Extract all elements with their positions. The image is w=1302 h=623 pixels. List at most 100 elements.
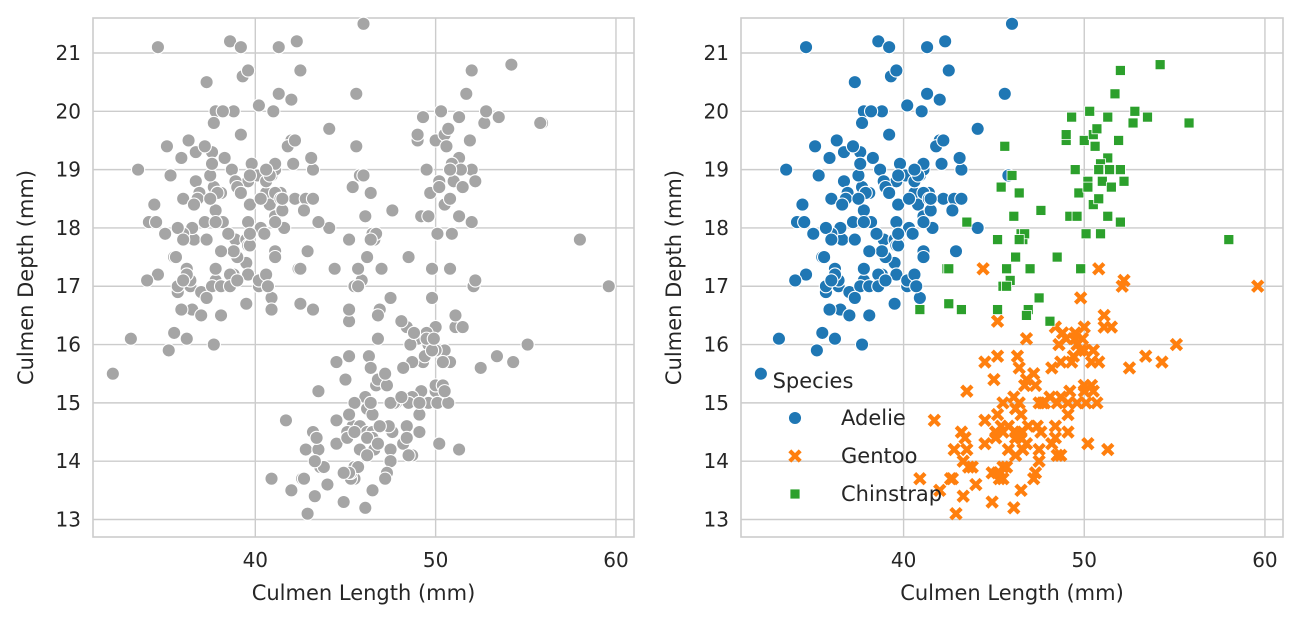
data-point-adelie (829, 133, 844, 148)
data-point-gentoo (1061, 425, 1075, 439)
data-point-adelie (952, 150, 967, 166)
data-point-gentoo (1019, 332, 1034, 346)
data-point-all (157, 226, 173, 241)
data-point-adelie (753, 366, 769, 381)
data-point-gentoo (1014, 407, 1028, 422)
data-point-gentoo (1081, 437, 1095, 451)
data-point-gentoo (1048, 431, 1063, 445)
data-point-gentoo (1008, 431, 1023, 445)
data-point-chinstrap (1223, 234, 1235, 245)
data-point-gentoo (1117, 273, 1131, 288)
data-point-chinstrap (1013, 187, 1025, 199)
data-point-all (289, 34, 304, 49)
data-point-all (130, 162, 146, 177)
data-point-all (267, 249, 283, 265)
data-point-adelie (827, 331, 843, 346)
data-point-all (208, 261, 223, 276)
data-point-adelie (874, 244, 890, 259)
data-point-all (473, 360, 488, 376)
data-point-all (433, 104, 449, 119)
data-point-adelie (856, 261, 872, 276)
data-point-all (148, 214, 164, 230)
data-point-gentoo (1007, 501, 1021, 515)
data-point-chinstrap (956, 304, 967, 315)
data-point-all (336, 494, 351, 510)
y-tick-label: 14 (704, 449, 729, 473)
data-point-all (199, 232, 214, 247)
data-point-chinstrap (1113, 135, 1124, 146)
data-point-all (442, 162, 458, 177)
x-tick-label: 60 (1252, 548, 1277, 572)
x-tick-label: 60 (603, 548, 628, 572)
data-point-gentoo (1169, 337, 1184, 352)
data-point-gentoo (1032, 442, 1046, 457)
data-point-chinstrap (992, 304, 1003, 315)
legend-marker-adelie (787, 410, 803, 426)
data-point-chinstrap (1093, 193, 1105, 205)
data-point-gentoo (1063, 384, 1077, 398)
y-tick-label: 15 (56, 391, 81, 415)
data-point-gentoo (985, 495, 999, 509)
data-point-all (226, 244, 241, 259)
data-point-all (163, 168, 178, 183)
data-point-adelie (816, 249, 832, 265)
data-point-all (489, 349, 505, 364)
data-point-all (271, 40, 286, 55)
data-point-all (379, 378, 395, 393)
legend-marker-chinstrap (789, 488, 801, 500)
data-point-chinstrap (1006, 170, 1018, 181)
data-point-adelie (905, 226, 920, 241)
data-point-gentoo (990, 349, 1005, 363)
data-point-all (477, 115, 492, 131)
y-tick-label: 21 (56, 41, 81, 65)
data-point-gentoo (1008, 448, 1023, 463)
y-tick-label: 18 (56, 216, 81, 240)
data-point-all (174, 302, 189, 317)
data-point-adelie (891, 168, 906, 183)
data-point-all (322, 121, 337, 136)
data-point-chinstrap (999, 140, 1011, 152)
data-point-gentoo (960, 442, 974, 457)
data-point-all (421, 209, 436, 224)
data-point-all (307, 489, 322, 504)
data-point-gentoo (1073, 343, 1088, 358)
data-point-adelie (936, 133, 951, 148)
data-point-adelie (853, 156, 868, 171)
data-point-adelie (863, 104, 879, 119)
data-point-all (412, 395, 427, 411)
data-point-all (338, 372, 353, 387)
data-point-all (396, 360, 411, 376)
x-tick-label: 40 (891, 548, 916, 572)
data-point-all (356, 168, 371, 183)
data-point-all (504, 57, 519, 72)
data-point-adelie (900, 98, 915, 113)
data-point-adelie (835, 197, 850, 212)
data-point-gentoo (1054, 448, 1068, 463)
data-point-all (186, 197, 202, 212)
data-point-all (300, 506, 315, 521)
data-point-gentoo (1050, 448, 1064, 463)
data-point-adelie (871, 34, 886, 49)
data-point-all (533, 115, 548, 131)
data-point-adelie (945, 203, 960, 218)
data-point-all (394, 389, 409, 405)
data-point-all (305, 162, 321, 177)
x-axis-label: Culmen Length (mm) (900, 581, 1124, 605)
data-point-gentoo (1043, 390, 1057, 404)
data-point-all (363, 395, 378, 411)
data-point-adelie (847, 290, 862, 306)
data-point-all (468, 174, 483, 189)
data-point-gentoo (1032, 396, 1046, 410)
data-point-chinstrap (1082, 181, 1094, 193)
data-point-all (150, 267, 166, 282)
data-point-all (320, 477, 335, 492)
data-point-all (359, 249, 375, 265)
data-point-chinstrap (1035, 205, 1047, 216)
data-point-all (363, 360, 378, 376)
data-point-all (170, 220, 185, 236)
data-point-chinstrap (1073, 187, 1085, 199)
data-point-all (478, 104, 494, 119)
data-point-chinstrap (1104, 164, 1115, 176)
data-point-adelie (824, 273, 839, 288)
data-point-all (426, 331, 441, 346)
